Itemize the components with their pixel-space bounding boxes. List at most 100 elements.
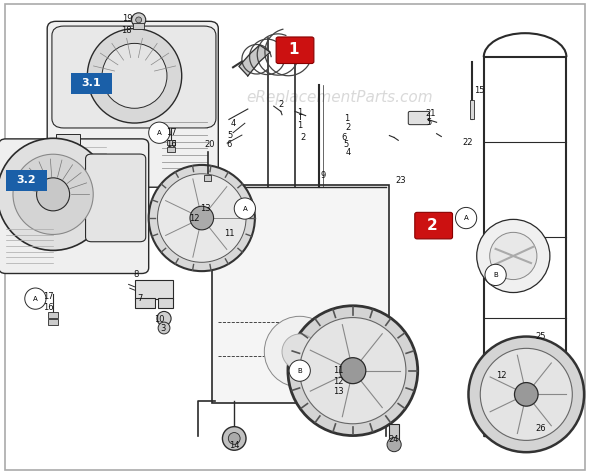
Bar [389,424,399,441]
Ellipse shape [234,198,255,219]
Text: 8: 8 [133,271,139,279]
Text: A: A [242,206,247,211]
Text: 13: 13 [200,204,211,213]
Ellipse shape [149,165,255,271]
Ellipse shape [288,306,418,436]
Text: 6: 6 [342,133,348,142]
Ellipse shape [300,318,406,424]
Text: 4: 4 [346,148,350,157]
Bar [133,23,144,29]
Text: 17: 17 [43,292,54,301]
Ellipse shape [387,438,401,452]
Text: 2: 2 [427,218,438,233]
Text: 11: 11 [333,366,343,375]
Ellipse shape [485,264,506,285]
Text: 20: 20 [204,140,215,149]
Text: 15: 15 [474,86,484,94]
Ellipse shape [514,383,538,406]
Text: 25: 25 [535,332,546,341]
Text: 1: 1 [297,109,302,117]
FancyBboxPatch shape [212,185,389,403]
Text: 4: 4 [231,119,235,128]
Ellipse shape [158,322,170,334]
FancyBboxPatch shape [408,111,430,125]
Text: B: B [493,272,498,278]
Text: 1: 1 [345,114,349,123]
Ellipse shape [158,174,246,262]
Ellipse shape [228,433,240,444]
Text: B: B [297,368,302,374]
Text: 12: 12 [333,377,343,385]
Text: 26: 26 [535,425,546,433]
Ellipse shape [13,154,93,235]
Text: 5: 5 [344,140,349,149]
Text: 3: 3 [160,324,166,332]
FancyBboxPatch shape [86,154,146,242]
Ellipse shape [102,44,167,108]
FancyBboxPatch shape [52,26,216,128]
Text: 3.1: 3.1 [81,78,101,88]
Text: A: A [157,130,162,136]
Text: 2: 2 [278,100,283,109]
FancyBboxPatch shape [415,212,453,239]
Bar [135,280,173,299]
Ellipse shape [132,13,146,27]
FancyBboxPatch shape [6,170,47,191]
Ellipse shape [480,348,572,440]
Text: 18: 18 [122,27,132,35]
Ellipse shape [25,288,46,309]
Text: 6: 6 [226,140,232,149]
Bar [48,312,58,318]
Bar [167,147,175,152]
Ellipse shape [157,311,171,326]
Ellipse shape [222,427,246,450]
Ellipse shape [264,316,335,387]
Text: 19: 19 [122,15,132,23]
Text: 16: 16 [43,303,54,311]
Text: 3.2: 3.2 [17,175,37,185]
Text: 7: 7 [137,294,143,303]
Text: 16: 16 [166,140,176,149]
Text: 2: 2 [300,133,305,142]
Ellipse shape [289,360,310,381]
Text: 9: 9 [321,171,326,180]
Text: eReplacementParts.com: eReplacementParts.com [246,90,432,105]
Bar [204,175,211,181]
FancyBboxPatch shape [71,73,112,94]
Bar [48,319,58,325]
Ellipse shape [490,232,537,280]
Text: 13: 13 [333,387,343,396]
Text: 22: 22 [463,138,473,146]
Ellipse shape [468,337,584,452]
Text: A: A [464,215,468,221]
Text: 21: 21 [425,109,436,118]
FancyBboxPatch shape [0,139,149,273]
Ellipse shape [477,219,550,292]
Bar [470,100,474,119]
Text: 10: 10 [154,315,165,323]
FancyBboxPatch shape [47,21,218,187]
Ellipse shape [149,122,170,143]
Ellipse shape [0,138,109,250]
Ellipse shape [136,17,142,23]
Ellipse shape [340,358,366,383]
Ellipse shape [282,334,317,369]
Text: 12: 12 [496,371,507,380]
Text: 17: 17 [166,128,176,137]
Bar [167,140,175,145]
Text: 2: 2 [346,124,350,132]
Text: 5: 5 [228,131,232,139]
Text: 14: 14 [229,441,240,450]
Text: 11: 11 [224,229,234,237]
Text: 23: 23 [396,176,407,184]
Ellipse shape [190,206,214,230]
Text: A: A [33,296,38,301]
Bar [135,298,155,308]
Ellipse shape [455,208,477,228]
Text: 12: 12 [189,214,200,222]
Text: 24: 24 [389,436,399,444]
Bar [158,298,173,308]
Ellipse shape [37,178,70,211]
Bar [56,134,80,167]
FancyBboxPatch shape [276,37,314,64]
